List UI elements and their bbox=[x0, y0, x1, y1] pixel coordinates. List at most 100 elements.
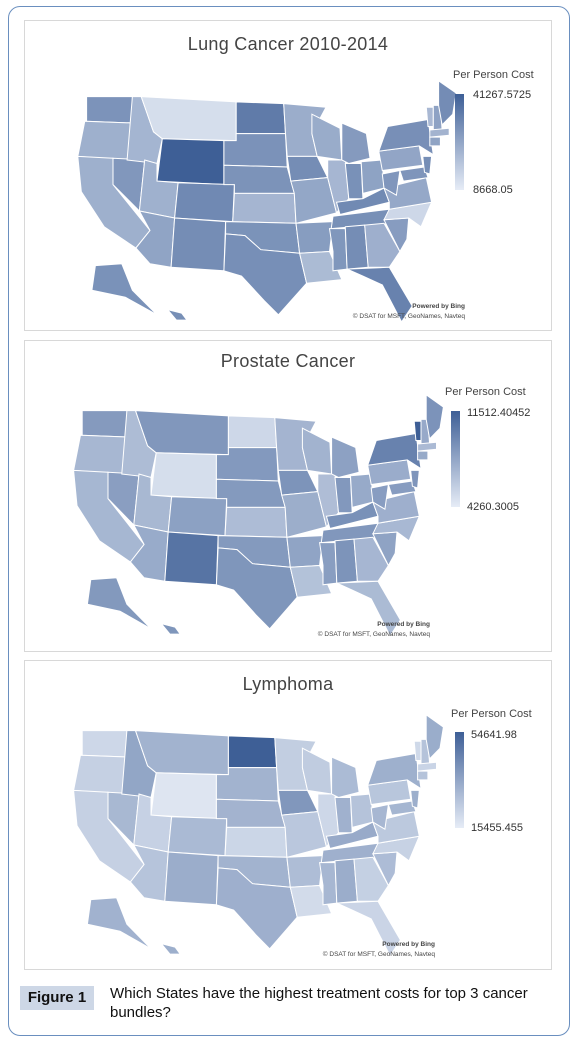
state-colorado bbox=[167, 816, 228, 857]
panel-title: Lung Cancer 2010-2014 bbox=[187, 34, 389, 54]
state-washington bbox=[81, 410, 128, 438]
state-ohio bbox=[360, 159, 385, 195]
state-washington bbox=[86, 96, 133, 124]
state-nebraska bbox=[215, 478, 286, 508]
state-missouri bbox=[281, 491, 328, 538]
legend-title: Per Person Cost bbox=[445, 386, 526, 398]
state-new-jersey bbox=[410, 789, 420, 809]
figure-caption: Which States have the highest treatment … bbox=[110, 985, 528, 1021]
state-mississippi bbox=[319, 862, 338, 906]
legend-max-value: 41267.5725 bbox=[473, 89, 532, 101]
state-new-jersey bbox=[422, 155, 433, 175]
state-new-york bbox=[378, 118, 434, 156]
map-credit-sources: © DSAT for MSFT, GeoNames, Navteq bbox=[317, 631, 430, 638]
state-alaska bbox=[86, 577, 152, 630]
state-texas bbox=[223, 233, 308, 316]
state-arkansas bbox=[295, 221, 334, 254]
state-mississippi bbox=[328, 228, 348, 272]
state-oregon bbox=[73, 754, 128, 795]
lymphoma-map-panel: Lymphoma Per Person Cost 54641.98 15455.… bbox=[24, 660, 552, 970]
state-louisiana bbox=[289, 884, 333, 918]
map-credit-bing: Powered by Bing bbox=[377, 621, 430, 628]
state-maryland bbox=[387, 480, 417, 496]
us-choropleth-map bbox=[77, 79, 457, 323]
state-wyoming bbox=[150, 452, 217, 500]
state-colorado bbox=[167, 496, 228, 537]
state-michigan bbox=[331, 436, 360, 479]
state-florida bbox=[346, 266, 413, 323]
state-maine bbox=[425, 713, 444, 760]
state-missouri bbox=[290, 177, 338, 224]
legend-max-value: 54641.98 bbox=[471, 729, 517, 741]
panel-title: Prostate Cancer bbox=[220, 351, 356, 371]
state-kansas bbox=[224, 506, 288, 538]
state-florida bbox=[336, 900, 401, 957]
state-massachusetts bbox=[417, 761, 437, 772]
state-florida bbox=[336, 580, 401, 637]
state-vermont bbox=[425, 106, 434, 127]
state-connecticut bbox=[417, 450, 429, 461]
state-new-york bbox=[366, 752, 422, 790]
state-hawaii bbox=[166, 308, 188, 321]
state-missouri bbox=[281, 811, 328, 858]
state-hawaii bbox=[159, 622, 182, 635]
state-georgia bbox=[353, 536, 389, 582]
map-credit-sources: © DSAT for MSFT, GeoNames, Navteq bbox=[322, 951, 435, 958]
legend-color-scale bbox=[455, 732, 464, 828]
state-louisiana bbox=[298, 250, 343, 284]
state-vermont bbox=[413, 420, 422, 441]
state-new-mexico bbox=[164, 851, 219, 906]
state-maryland bbox=[387, 800, 417, 816]
state-nebraska bbox=[215, 798, 286, 828]
legend-color-scale bbox=[455, 94, 464, 190]
state-kansas bbox=[224, 826, 288, 858]
state-ohio bbox=[349, 473, 374, 509]
state-iowa bbox=[277, 789, 319, 816]
state-new-mexico bbox=[170, 217, 227, 272]
state-maine bbox=[425, 393, 444, 440]
state-massachusetts bbox=[429, 127, 450, 138]
state-vermont bbox=[413, 740, 422, 761]
map-credit-bing: Powered by Bing bbox=[382, 941, 435, 948]
state-north-dakota bbox=[227, 415, 278, 449]
map-credit-bing: Powered by Bing bbox=[412, 303, 465, 310]
state-indiana bbox=[334, 797, 353, 834]
state-georgia bbox=[364, 222, 401, 268]
state-north-dakota bbox=[227, 735, 278, 769]
state-hawaii bbox=[159, 942, 182, 955]
state-west-virginia bbox=[381, 169, 401, 197]
state-arkansas bbox=[286, 535, 324, 568]
figure-label: Figure 1 bbox=[20, 986, 94, 1010]
state-oregon bbox=[77, 120, 133, 161]
state-new-york bbox=[366, 432, 422, 470]
state-texas bbox=[215, 867, 298, 950]
state-wyoming bbox=[150, 772, 217, 820]
state-massachusetts bbox=[417, 441, 437, 452]
state-west-virginia bbox=[370, 483, 389, 511]
panel-title: Lymphoma bbox=[242, 674, 334, 694]
state-oregon bbox=[73, 434, 128, 475]
legend-color-scale bbox=[451, 411, 460, 507]
state-connecticut bbox=[417, 770, 429, 781]
lung-cancer-map-panel: Lung Cancer 2010-2014 Per Person Cost 41… bbox=[24, 20, 552, 331]
legend-title: Per Person Cost bbox=[453, 69, 534, 81]
state-colorado bbox=[174, 182, 235, 223]
state-michigan bbox=[341, 122, 371, 165]
us-choropleth-map bbox=[73, 713, 444, 957]
map-credit-sources: © DSAT for MSFT, GeoNames, Navteq bbox=[352, 313, 465, 320]
state-louisiana bbox=[289, 564, 333, 598]
state-arkansas bbox=[286, 855, 324, 888]
state-nebraska bbox=[223, 164, 295, 194]
state-indiana bbox=[344, 163, 364, 200]
state-new-mexico bbox=[164, 531, 219, 586]
state-wisconsin bbox=[301, 427, 333, 475]
state-alaska bbox=[86, 897, 152, 950]
state-maryland bbox=[399, 166, 429, 182]
state-maine bbox=[438, 79, 457, 126]
state-iowa bbox=[286, 155, 329, 182]
state-texas bbox=[215, 547, 298, 630]
state-ohio bbox=[349, 793, 374, 829]
state-wyoming bbox=[156, 138, 225, 186]
state-georgia bbox=[353, 856, 389, 902]
legend-min-value: 4260.3005 bbox=[467, 501, 519, 513]
